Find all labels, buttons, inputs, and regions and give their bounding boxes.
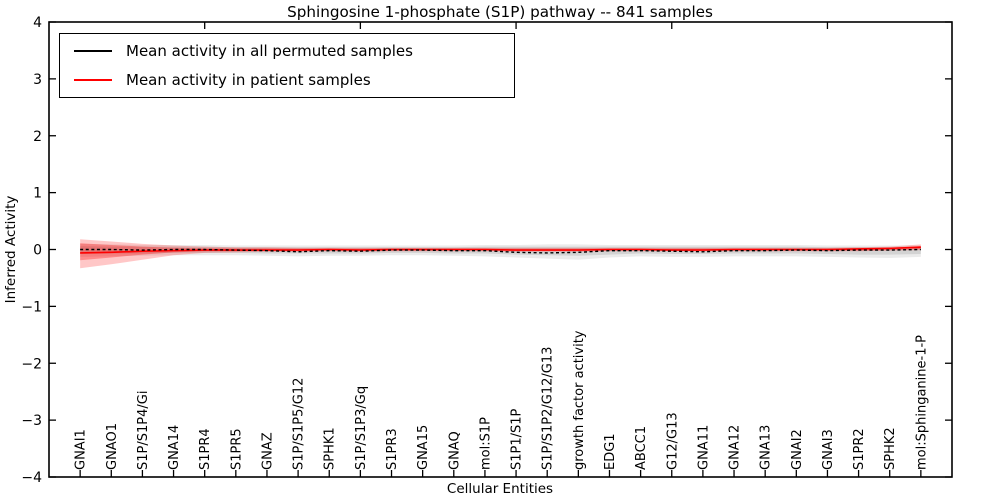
y-tick-label: 0 <box>33 243 42 259</box>
y-tick-label: −3 <box>21 413 42 429</box>
x-category-label: S1PR5 <box>229 428 244 470</box>
x-axis-label: Cellular Entities <box>447 481 553 497</box>
y-tick-label: 2 <box>33 129 42 145</box>
x-category-label: SPHK1 <box>323 427 338 470</box>
x-category-label: GNAZ <box>260 432 275 470</box>
x-category-label: GNAI2 <box>790 429 805 470</box>
series-lines <box>80 246 921 254</box>
chart-title: Sphingosine 1-phosphate (S1P) pathway --… <box>287 3 713 21</box>
x-category-label: GNAQ <box>447 431 462 470</box>
legend-entry: Mean activity in all permuted samples <box>74 40 514 62</box>
y-tick-label: 3 <box>33 72 42 88</box>
x-category-label: EDG1 <box>603 433 618 470</box>
x-category-label: mol:Sphinganine-1-P <box>914 335 929 470</box>
confidence-bands <box>80 239 921 269</box>
legend-entry: Mean activity in patient samples <box>74 69 514 91</box>
x-category-label: GNAI3 <box>821 429 836 470</box>
y-axis-label: Inferred Activity <box>3 196 19 304</box>
x-category-label: GNAI1 <box>74 429 89 470</box>
legend-line-sample <box>74 79 112 81</box>
legend-label: Mean activity in all permuted samples <box>126 42 413 60</box>
x-axis-ticks: GNAI1 GNAO1 S1P/S1P4/Gi GNA14 S1PR4 S1PR5 GNAZ… <box>74 22 929 477</box>
x-category-label: S1PR3 <box>385 428 400 470</box>
x-category-label: GNA12 <box>728 425 743 470</box>
x-category-label: GNA14 <box>167 425 182 470</box>
x-category-label: S1P/S1P4/Gi <box>136 391 151 470</box>
y-tick-label: −2 <box>21 356 42 372</box>
x-category-label: GNA15 <box>416 425 431 470</box>
legend-label: Mean activity in patient samples <box>126 71 371 89</box>
legend-line-sample <box>74 50 112 52</box>
x-category-label: SPHK2 <box>883 427 898 470</box>
permuted-mean-line <box>80 248 921 254</box>
x-category-label: S1P/S1P3/Gq <box>354 386 369 470</box>
y-tick-label: 4 <box>33 15 42 31</box>
x-category-label: growth factor activity <box>572 330 587 470</box>
y-tick-label: −4 <box>21 470 42 486</box>
x-category-label: GNA13 <box>759 425 774 470</box>
x-category-label: S1PR4 <box>198 428 213 470</box>
x-category-label: S1P1/S1P <box>510 408 525 470</box>
x-category-label: G12/G13 <box>665 412 680 470</box>
legend: Mean activity in all permuted samples Mea… <box>59 33 515 98</box>
y-tick-label: −1 <box>21 299 42 315</box>
x-category-label: GNA11 <box>696 425 711 470</box>
x-category-label: S1PR2 <box>852 428 867 470</box>
x-category-label: GNAO1 <box>105 423 120 470</box>
y-axis-ticks: 4 3 2 1 0 −1 −2 −3 −4 <box>21 15 952 486</box>
x-category-label: S1P/S1P5/G12 <box>292 378 307 470</box>
x-category-label: ABCC1 <box>634 426 649 470</box>
y-tick-label: 1 <box>33 186 42 202</box>
x-category-label: mol:S1P <box>478 417 493 470</box>
x-category-label: S1P/S1P2/G12/G13 <box>541 347 556 470</box>
